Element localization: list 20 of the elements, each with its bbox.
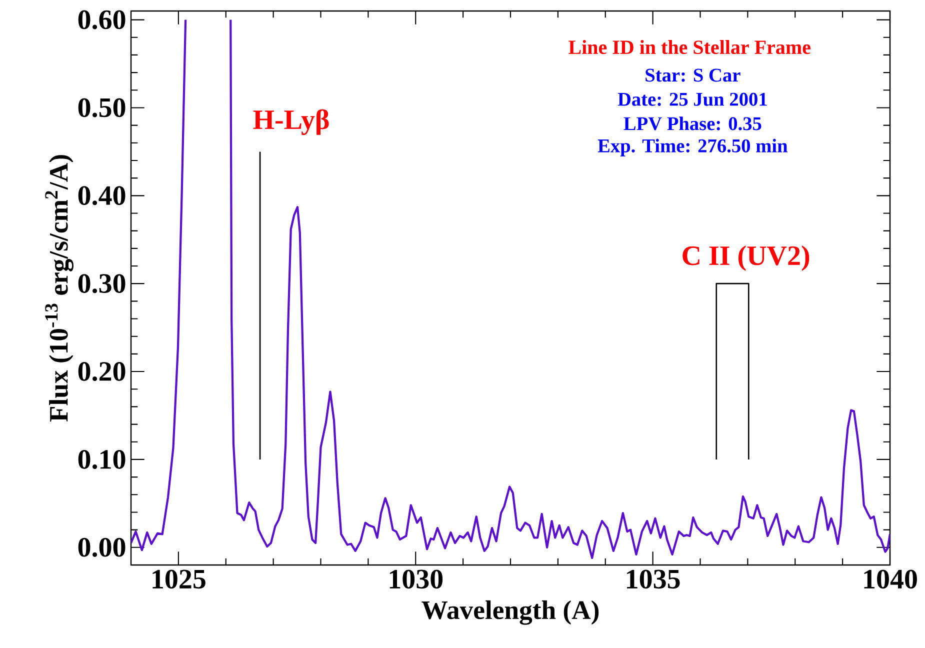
y-tick-label: 0.20 [78,362,126,382]
x-axis-title: Wavelength (A) [422,600,599,625]
annotation: Date: 25 Jun 2001 [618,92,767,106]
y-tick-label: 0.00 [78,538,126,557]
annotation: LPV Phase: 0.35 [624,116,762,130]
y-tick-label: 0.60 [78,10,126,30]
annotation: Exp. Time: 276.50 min [598,138,788,156]
annotation: Star: S Car [646,68,740,82]
y-tick-label: 0.30 [78,274,126,294]
x-tick-label: 1035 [627,570,680,589]
x-tick-label: 1030 [390,570,443,589]
x-tick-label: 1040 [864,570,917,589]
y-tick-label: 0.10 [78,450,126,469]
annotation: C II (UV2) [682,245,810,271]
y-axis-title: Flux (10$^{-13}$ erg/s/cm$^{2}$/A) [45,155,74,422]
y-tick-label: 0.40 [78,186,126,206]
y-tick-label: 0.50 [78,98,126,118]
x-tick-label: 1025 [152,570,206,589]
annotation: H-Lyβ [253,109,329,135]
text: Line ID in the Stellar Frame [568,40,810,54]
